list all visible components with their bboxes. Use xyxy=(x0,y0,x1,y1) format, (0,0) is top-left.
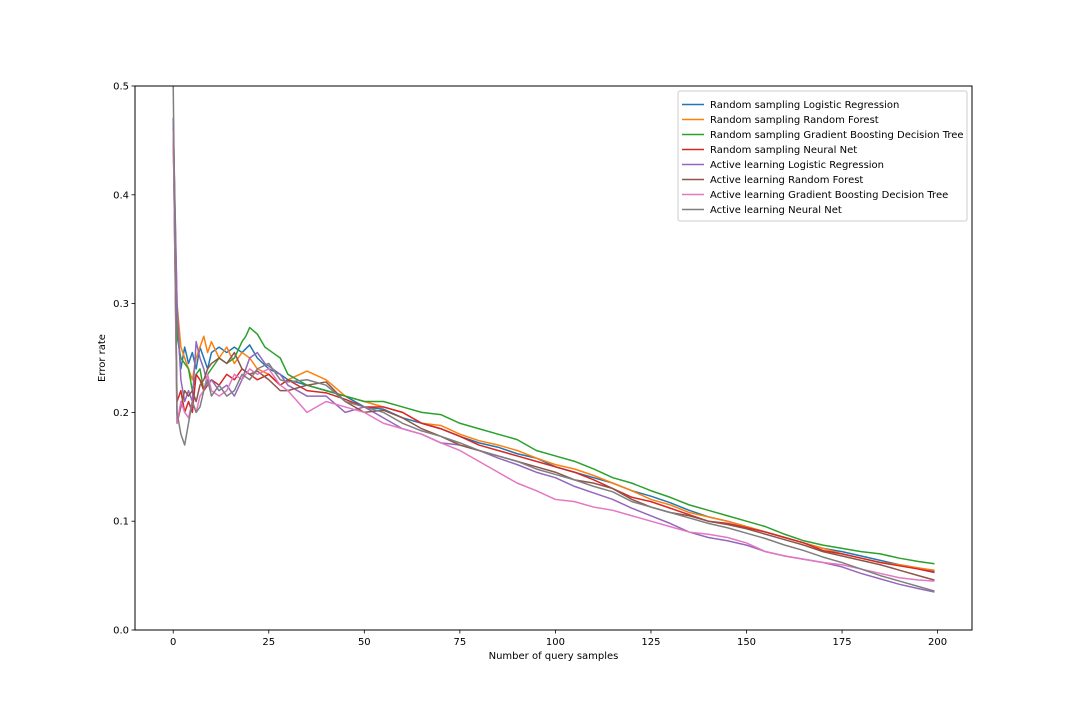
legend-box xyxy=(677,90,968,222)
x-tick-label: 100 xyxy=(546,637,565,648)
y-tick-label: 0.0 xyxy=(113,626,129,637)
legend: Random sampling Logistic Regression Rando… xyxy=(677,90,968,222)
y-tick-label: 0.3 xyxy=(113,299,129,310)
series-layer xyxy=(172,86,935,593)
y-axis: 0.0 0.1 0.2 0.3 0.4 0.5 xyxy=(113,82,135,637)
series-line-8 xyxy=(172,86,935,592)
series-line-7 xyxy=(172,128,935,582)
x-tick-label: 125 xyxy=(641,637,660,648)
legend-label: Active learning Logistic Regression xyxy=(710,160,884,171)
x-tick-label: 50 xyxy=(358,637,371,648)
plot-frame xyxy=(134,85,973,631)
legend-label: Active learning Neural Net xyxy=(710,205,842,216)
x-tick-label: 150 xyxy=(737,637,756,648)
legend-label: Active learning Gradient Boosting Decisi… xyxy=(710,190,948,201)
y-tick-label: 0.1 xyxy=(113,517,129,528)
legend-label: Random sampling Gradient Boosting Decisi… xyxy=(710,130,964,141)
legend-label: Random sampling Random Forest xyxy=(710,115,879,126)
x-tick-label: 175 xyxy=(833,637,852,648)
legend-label: Active learning Random Forest xyxy=(710,175,863,186)
series-line-6 xyxy=(172,128,935,581)
series-line-4 xyxy=(172,128,935,574)
y-tick-label: 0.2 xyxy=(113,408,129,419)
y-tick-label: 0.5 xyxy=(113,82,129,93)
x-tick-label: 200 xyxy=(928,637,947,648)
x-tick-label: 0 xyxy=(170,637,176,648)
legend-label: Random sampling Logistic Regression xyxy=(710,100,899,111)
x-axis: 0 25 50 75 100 125 150 175 200 xyxy=(170,630,947,648)
series-line-3 xyxy=(172,128,935,565)
x-axis-label: Number of query samples xyxy=(489,651,619,662)
x-tick-label: 75 xyxy=(453,637,466,648)
legend-label: Random sampling Neural Net xyxy=(710,145,857,156)
x-tick-label: 25 xyxy=(262,637,275,648)
y-axis-label: Error rate xyxy=(97,334,108,382)
y-tick-label: 0.4 xyxy=(113,190,129,201)
